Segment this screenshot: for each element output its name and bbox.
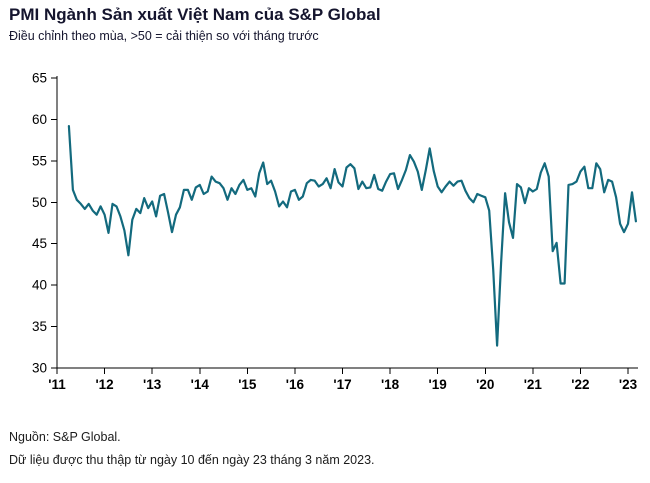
x-axis-label: '17 [333,377,351,392]
y-axis-label: 45 [32,236,47,251]
x-axis-label: '21 [524,377,543,392]
x-axis-label: '11 [48,377,66,392]
y-axis-label: 35 [32,319,47,334]
y-axis-label: 50 [32,195,47,210]
y-axis-label: 40 [32,278,47,293]
y-axis-label: 55 [32,153,47,168]
x-axis-label: '23 [619,377,638,392]
collection-period-note: Dữ liệu được thu thập từ ngày 10 đến ngà… [9,453,375,467]
x-axis-label: '22 [571,377,589,392]
y-axis-label: 65 [32,71,47,86]
x-axis-label: '13 [143,377,162,392]
pmi-line [67,125,637,347]
page-title: PMI Ngành Sản xuất Việt Nam của S&P Glob… [9,5,381,24]
x-axis-label: '12 [95,377,113,392]
source-note: Nguồn: S&P Global. [9,430,121,444]
chart-footer: Nguồn: S&P Global. Dữ liệu được thu thập… [9,430,639,468]
x-axis-label: '15 [238,377,257,392]
chart-header: PMI Ngành Sản xuất Việt Nam của S&P Glob… [9,4,629,44]
x-axis-label: '16 [286,377,305,392]
x-axis-label: '20 [476,377,494,392]
x-axis-label: '19 [429,377,447,392]
page-subtitle: Điều chỉnh theo mùa, >50 = cải thiện so … [9,29,319,44]
x-axis-label: '18 [381,377,400,392]
y-axis-label: 30 [32,361,47,376]
y-axis-label: 60 [32,112,47,127]
x-axis-label: '14 [191,377,210,392]
